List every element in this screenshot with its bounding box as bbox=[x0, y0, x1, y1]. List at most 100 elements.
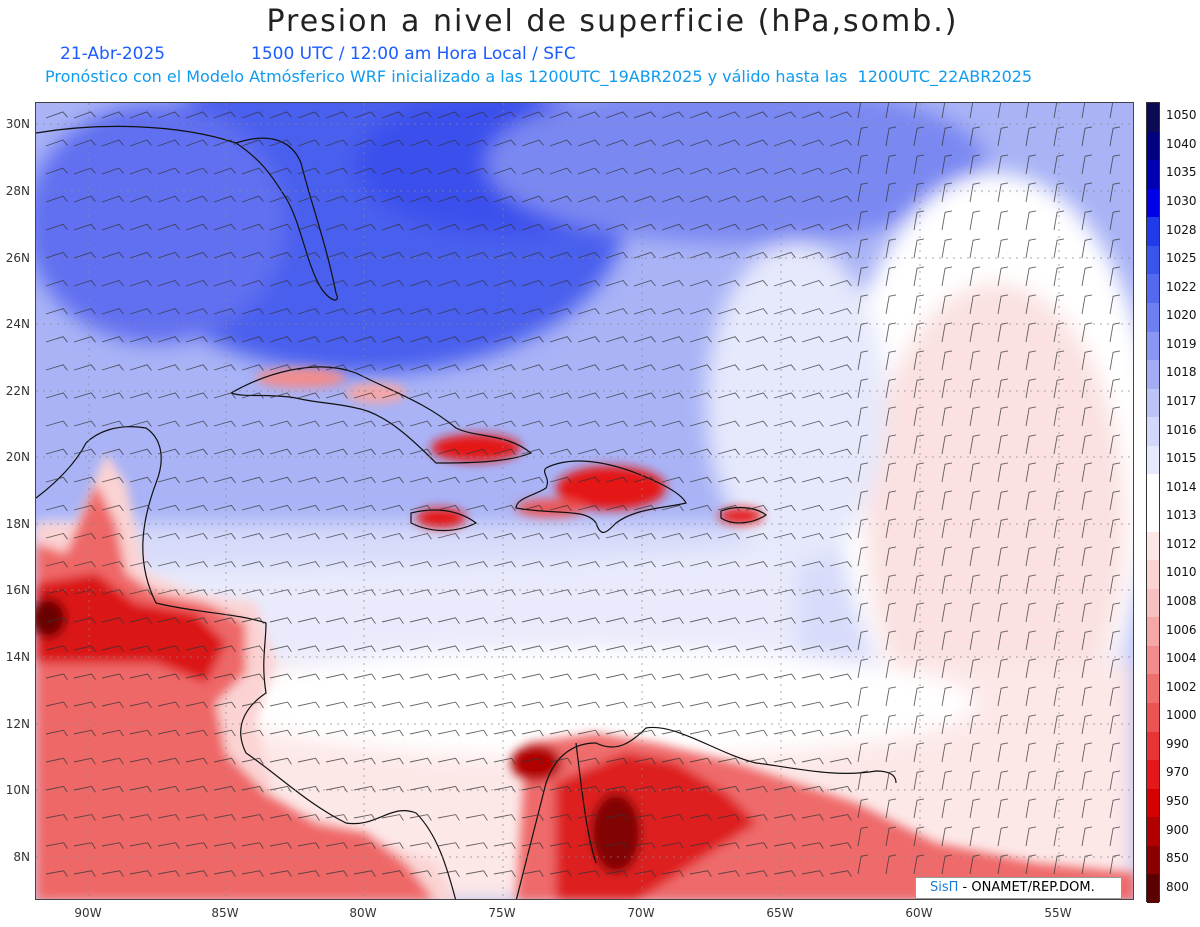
wind-barb bbox=[997, 434, 1009, 455]
wind-barb bbox=[717, 167, 740, 175]
wind-barb bbox=[913, 378, 925, 399]
wind-barb bbox=[969, 770, 981, 791]
forecast-date: 21-Abr-2025 bbox=[60, 44, 166, 64]
wind-barb bbox=[941, 210, 953, 231]
wind-barb bbox=[101, 589, 124, 596]
wind-barb bbox=[465, 645, 488, 652]
colorbar-label: 1030 bbox=[1166, 194, 1197, 208]
wind-barb bbox=[941, 434, 953, 455]
wind-barb bbox=[45, 251, 68, 259]
wind-barb bbox=[801, 167, 824, 175]
wind-barb bbox=[745, 561, 768, 568]
wind-barb bbox=[745, 729, 768, 737]
wind-barb bbox=[297, 701, 320, 709]
wind-barb bbox=[45, 336, 68, 343]
colorbar-label: 1015 bbox=[1166, 451, 1197, 466]
wind-barb bbox=[941, 798, 953, 819]
wind-barb bbox=[1025, 518, 1037, 539]
wind-barb bbox=[353, 279, 376, 287]
wind-barb bbox=[969, 462, 981, 483]
wind-barb bbox=[1025, 574, 1037, 595]
wind-barb bbox=[633, 167, 656, 175]
wind-barb bbox=[633, 617, 656, 624]
wind-barb bbox=[1081, 518, 1093, 539]
wind-barb bbox=[829, 589, 852, 596]
wind-barb bbox=[185, 617, 208, 624]
wind-barb bbox=[269, 279, 292, 287]
wind-barb bbox=[885, 406, 897, 427]
wind-barb bbox=[1081, 434, 1093, 455]
wind-barb bbox=[1025, 462, 1037, 483]
wind-barb bbox=[157, 448, 180, 456]
wind-barb bbox=[409, 139, 432, 147]
wind-barb bbox=[885, 798, 897, 819]
wind-barb bbox=[829, 448, 852, 456]
colorbar-segment bbox=[1147, 817, 1159, 847]
wind-barb bbox=[661, 476, 684, 484]
wind-barb bbox=[1109, 322, 1121, 343]
wind-barb bbox=[829, 785, 852, 793]
wind-barb bbox=[353, 785, 376, 793]
wind-barb bbox=[73, 504, 96, 512]
wind-barb bbox=[73, 476, 96, 484]
wind-barb bbox=[521, 842, 544, 849]
wind-barb bbox=[745, 336, 768, 343]
wind-barb bbox=[857, 350, 869, 371]
wind-barb bbox=[493, 223, 516, 231]
wind-barb bbox=[269, 617, 292, 624]
wind-barb bbox=[241, 279, 264, 287]
wind-barb bbox=[913, 742, 925, 763]
wind-barb bbox=[577, 111, 600, 119]
wind-barb bbox=[605, 251, 628, 259]
wind-barb bbox=[549, 223, 572, 231]
wind-barb bbox=[1053, 210, 1065, 231]
wind-barb bbox=[745, 870, 768, 877]
wind-barb bbox=[885, 770, 897, 791]
wind-barb bbox=[409, 589, 432, 596]
wind-barb bbox=[45, 842, 68, 849]
wind-barb bbox=[913, 126, 925, 147]
wind-barb bbox=[353, 476, 376, 484]
wind-barb bbox=[213, 167, 236, 175]
wind-barb bbox=[717, 785, 740, 793]
wind-barb bbox=[521, 532, 544, 540]
wind-barb bbox=[941, 350, 953, 371]
wind-barb bbox=[941, 406, 953, 427]
wind-barb bbox=[269, 870, 292, 877]
wind-barb bbox=[241, 757, 264, 765]
wind-barb bbox=[633, 139, 656, 147]
wind-barb bbox=[717, 561, 740, 568]
wind-barb bbox=[269, 589, 292, 596]
wind-barb bbox=[829, 336, 852, 343]
wind-barb bbox=[381, 504, 404, 512]
wind-barb bbox=[1053, 182, 1065, 203]
wind-barb bbox=[941, 854, 953, 875]
wind-barb bbox=[801, 476, 824, 484]
wind-barb bbox=[521, 420, 544, 427]
wind-barb bbox=[73, 729, 96, 737]
wind-barb bbox=[185, 167, 208, 175]
wind-barb bbox=[941, 322, 953, 343]
wind-barb bbox=[1053, 294, 1065, 315]
wind-barb bbox=[829, 364, 852, 371]
wind-barb bbox=[1025, 406, 1037, 427]
wind-barb bbox=[969, 658, 981, 679]
wind-barb bbox=[969, 434, 981, 455]
wind-barb bbox=[493, 645, 516, 652]
wind-barb bbox=[885, 434, 897, 455]
wind-barb bbox=[689, 364, 712, 371]
wind-barb bbox=[605, 195, 628, 203]
colorbar-label: 1016 bbox=[1166, 422, 1197, 437]
wind-barb bbox=[913, 462, 925, 483]
wind-barb bbox=[353, 561, 376, 568]
credits-text: - ONAMET/REP.DOM. bbox=[958, 880, 1095, 895]
wind-barb bbox=[773, 195, 796, 203]
colorbar-label: 1022 bbox=[1166, 279, 1197, 294]
wind-barb bbox=[941, 658, 953, 679]
colorbar-segment bbox=[1147, 874, 1159, 904]
wind-barb bbox=[745, 645, 768, 652]
wind-barb bbox=[941, 126, 953, 147]
colorbar-segment bbox=[1147, 360, 1159, 390]
wind-barb bbox=[45, 476, 68, 484]
wind-barb bbox=[213, 617, 236, 624]
